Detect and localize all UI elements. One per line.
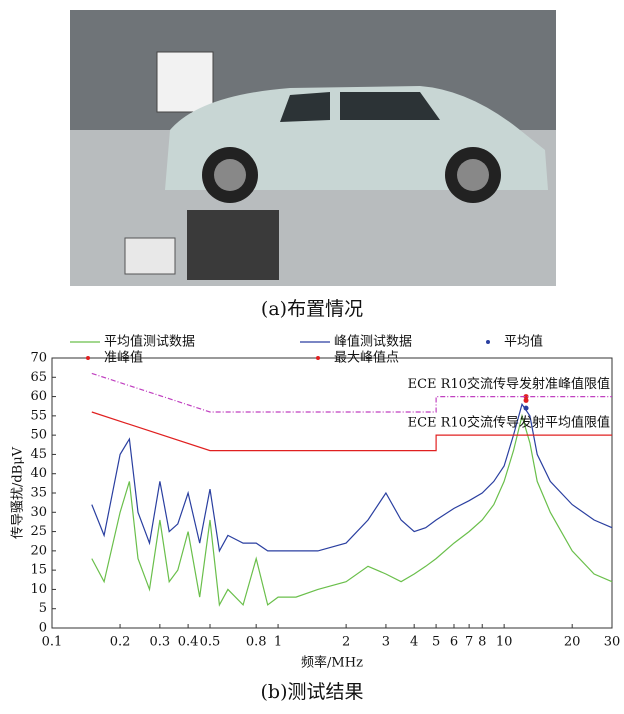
x-axis-label: 频率/MHz (301, 655, 363, 671)
data-point (523, 394, 529, 400)
y-axis-label: 传导骚扰/dBμV (11, 446, 26, 539)
x-tick-label: 1 (274, 635, 282, 650)
legend-label: 峰值测试数据 (334, 334, 412, 350)
x-tick-label: 10 (496, 635, 513, 650)
x-tick-label: 30 (604, 635, 621, 650)
y-tick-label: 55 (30, 408, 47, 423)
x-tick-label: 0.1 (42, 635, 63, 650)
legend-label: 准峰值 (104, 350, 143, 366)
annotation: ECE R10交流传导发射平均值限值 (408, 415, 610, 431)
legend-label: 最大峰值点 (334, 350, 399, 366)
legend-marker (86, 356, 90, 360)
y-tick-label: 70 (30, 351, 47, 366)
x-tick-label: 0.4 (178, 635, 199, 650)
y-tick-label: 60 (30, 389, 47, 404)
x-tick-label: 5 (432, 635, 440, 650)
y-tick-label: 35 (30, 486, 47, 501)
x-tick-label: 20 (564, 635, 581, 650)
series-line (91, 372, 612, 413)
x-tick-label: 2 (342, 635, 350, 650)
caption: (b)测试结果 (261, 681, 364, 703)
series-line (91, 402, 613, 553)
y-tick-label: 65 (30, 370, 47, 385)
x-tick-label: 0.8 (246, 635, 267, 650)
series-line (91, 411, 612, 452)
annotation: ECE R10交流传导发射准峰值限值 (408, 376, 610, 392)
y-tick-label: 45 (30, 447, 47, 462)
y-tick-label: 10 (30, 582, 47, 597)
data-point (523, 397, 529, 403)
x-tick-label: 0.2 (110, 635, 131, 650)
y-tick-label: 25 (30, 524, 47, 539)
data-point (523, 405, 529, 411)
x-tick-label: 6 (450, 635, 458, 650)
x-tick-label: 0.3 (150, 635, 171, 650)
x-tick-label: 0.5 (200, 635, 221, 650)
y-tick-label: 15 (30, 563, 47, 578)
legend-marker (316, 356, 320, 360)
legend-label: 平均值测试数据 (104, 334, 195, 350)
y-tick-label: 20 (30, 543, 47, 558)
legend-label: 平均值 (504, 334, 543, 350)
y-tick-label: 40 (30, 466, 47, 481)
series-line (91, 413, 613, 607)
x-tick-label: 7 (465, 635, 473, 650)
x-tick-label: 8 (478, 635, 486, 650)
legend-marker (486, 340, 490, 344)
y-tick-label: 30 (30, 505, 47, 520)
x-tick-label: 4 (410, 635, 418, 650)
caption: (a)布置情况 (261, 298, 363, 320)
x-tick-label: 3 (382, 635, 390, 650)
y-tick-label: 50 (30, 428, 47, 443)
photo (70, 10, 556, 286)
y-tick-label: 5 (39, 601, 47, 616)
y-tick-label: 0 (39, 621, 47, 636)
